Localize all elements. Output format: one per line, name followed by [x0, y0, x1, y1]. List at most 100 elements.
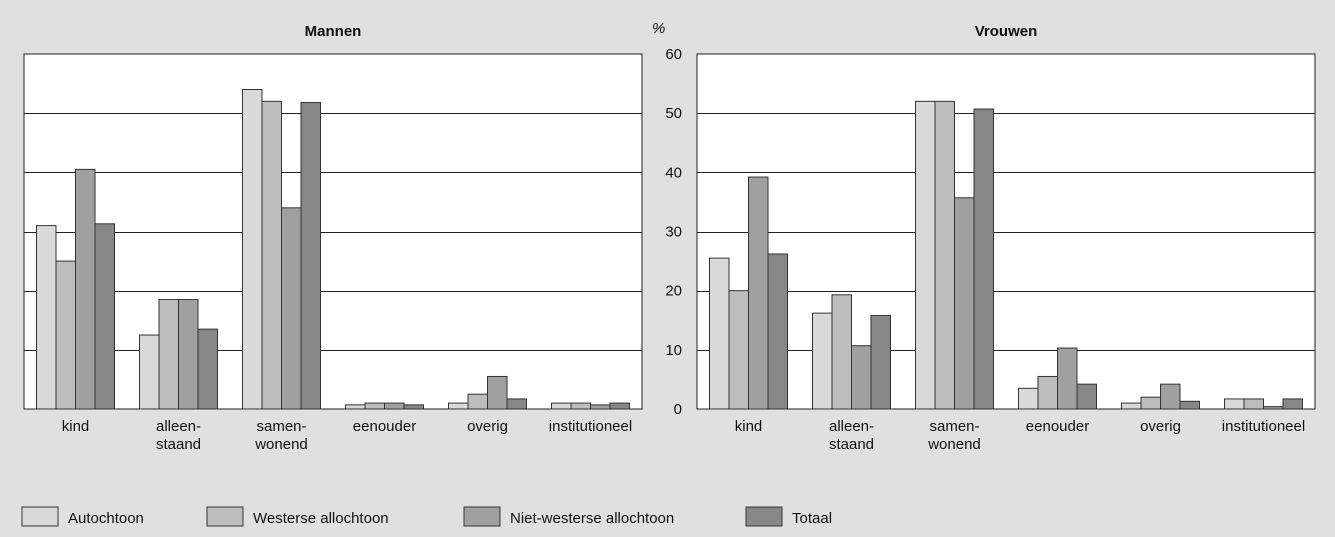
y-tick-label: 60: [665, 46, 682, 63]
category-label-line: samen-: [256, 418, 306, 435]
panel-mannen: Mannen kind alleen-staand samen-wonend eenou…: [23, 23, 643, 453]
bar: [94, 223, 115, 410]
bar: [551, 402, 572, 410]
category-label-line: kind: [62, 418, 90, 435]
bar: [364, 402, 385, 410]
bar: [1037, 375, 1058, 410]
bar: [300, 102, 321, 410]
category-label-line: eenouder: [353, 418, 416, 435]
bar: [178, 299, 199, 410]
bar: [934, 100, 955, 410]
bar: [55, 260, 76, 410]
bar: [281, 207, 302, 410]
legend-label-westerse-allochtoon: Westerse allochtoon: [253, 510, 389, 527]
bar: [1243, 398, 1264, 410]
bar: [487, 375, 508, 410]
y-tick-label: 50: [665, 105, 682, 122]
bar: [590, 404, 611, 410]
shared-y-axis: 0 10 20 30 40 50 60%: [652, 20, 682, 418]
bar: [197, 328, 218, 410]
bar: [384, 402, 405, 410]
bar: [1076, 383, 1097, 410]
category-label-line: institutioneel: [549, 418, 632, 435]
category-label: samen-wonend: [254, 418, 308, 453]
y-tick-label: 30: [665, 224, 682, 241]
legend-swatch-totaal: [745, 506, 783, 527]
bar: [75, 168, 96, 410]
category-label-line: kind: [735, 418, 763, 435]
bar: [870, 315, 891, 410]
bar: [467, 393, 488, 410]
bar: [831, 294, 852, 410]
category-label-line: alleen-: [156, 418, 201, 435]
bar: [709, 257, 730, 410]
bar: [851, 345, 872, 410]
panel-vrouwen: Vrouwen kind alleen-staand samen-wonend eeno…: [696, 23, 1316, 453]
category-label: samen-wonend: [927, 418, 981, 453]
bar: [1057, 347, 1078, 410]
category-label-line: eenouder: [1026, 418, 1089, 435]
plot-area: [23, 53, 643, 410]
bar: [139, 334, 160, 410]
category-label: institutioneel: [549, 418, 632, 435]
legend-swatch-niet-westerse-allochtoon: [463, 506, 501, 527]
y-tick-label: 0: [674, 401, 682, 418]
bar: [448, 402, 469, 410]
category-label: alleen-staand: [156, 418, 201, 453]
plot-area: [696, 53, 1316, 410]
legend-label-niet-westerse-allochtoon: Niet-westerse allochtoon: [510, 510, 674, 527]
bar: [1018, 387, 1039, 410]
y-tick-label: 10: [665, 342, 682, 359]
category-label-line: alleen-: [829, 418, 874, 435]
bar: [242, 89, 263, 410]
bar: [973, 108, 994, 410]
category-label: kind: [62, 418, 90, 435]
bar: [728, 290, 749, 410]
legend-label-totaal: Totaal: [792, 510, 832, 527]
category-label-line: institutioneel: [1222, 418, 1305, 435]
category-label: alleen-staand: [829, 418, 874, 453]
category-label: overig: [467, 418, 508, 435]
legend-swatch-westerse-allochtoon: [206, 506, 244, 527]
category-label-line: samen-: [929, 418, 979, 435]
category-label: eenouder: [1026, 418, 1089, 435]
bar: [954, 197, 975, 410]
legend-label-autochtoon: Autochtoon: [68, 510, 144, 527]
category-label-line: wonend: [254, 436, 308, 453]
category-label: institutioneel: [1222, 418, 1305, 435]
y-tick-label: 40: [665, 164, 682, 181]
bar: [1121, 402, 1142, 410]
bar: [1179, 400, 1200, 410]
bar: [1140, 396, 1161, 410]
bar: [1263, 406, 1284, 410]
category-label-line: wonend: [927, 436, 981, 453]
category-label: kind: [735, 418, 763, 435]
panel-title: Vrouwen: [975, 23, 1038, 40]
y-axis-unit-label: %: [652, 20, 665, 37]
category-label-line: staand: [156, 436, 201, 453]
bar: [915, 100, 936, 410]
legend: Autochtoon Westerse allochtoon Niet-wester…: [21, 506, 832, 527]
bar: [1282, 398, 1303, 410]
category-label-line: overig: [1140, 418, 1181, 435]
y-tick-label: 20: [665, 283, 682, 300]
bar: [261, 100, 282, 410]
category-label-line: overig: [467, 418, 508, 435]
bar: [570, 402, 591, 410]
bar: [1224, 398, 1245, 410]
bar: [748, 176, 769, 410]
bar: [767, 253, 788, 410]
bar: [403, 404, 424, 410]
category-label: overig: [1140, 418, 1181, 435]
bar: [1160, 383, 1181, 410]
legend-swatch-autochtoon: [21, 506, 59, 527]
bar: [36, 225, 57, 410]
bar: [158, 299, 179, 410]
category-label: eenouder: [353, 418, 416, 435]
bar: [345, 404, 366, 410]
panel-title: Mannen: [305, 23, 362, 40]
bar: [506, 398, 527, 410]
bar: [812, 312, 833, 410]
category-label-line: staand: [829, 436, 874, 453]
